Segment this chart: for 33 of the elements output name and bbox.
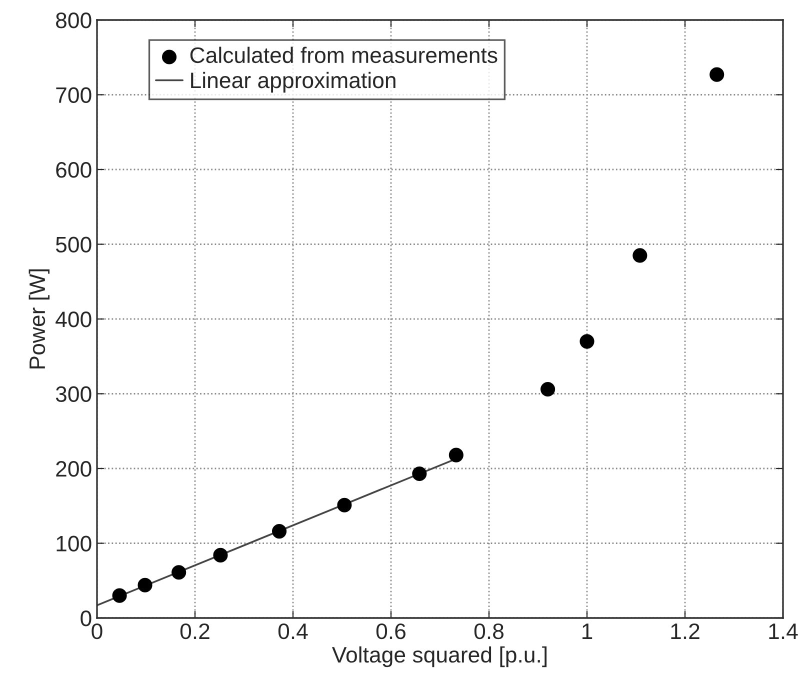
y-axis-title: Power [W] (28, 269, 50, 368)
point (710, 67, 724, 82)
point (540, 382, 556, 397)
y-tick-label: 500 (56, 236, 92, 253)
point (337, 498, 352, 512)
x-tick-label: 0.8 (474, 623, 504, 640)
x-tick-label: 1.4 (769, 624, 798, 639)
x-tick-label: 0.4 (278, 623, 308, 640)
x-axis-title: Voltage squared [p.u.] (332, 646, 547, 668)
point (448, 448, 464, 462)
y-tick-label: 300 (56, 386, 92, 402)
y-tick-label: 600 (56, 162, 92, 178)
x-tick-label: 0 (92, 623, 102, 640)
legend-label: Calculated from measurements (190, 46, 498, 64)
point (172, 565, 186, 580)
x-tick-label: 1.2 (671, 623, 700, 639)
y-tick-label: 0 (80, 610, 92, 626)
point (632, 248, 648, 263)
x-tick-label: 0.2 (180, 623, 210, 640)
y-tick-label: 700 (56, 87, 92, 104)
point (580, 334, 594, 349)
point (138, 578, 152, 592)
point (112, 588, 127, 603)
point (412, 466, 427, 482)
y-tick-label: 800 (56, 12, 92, 28)
y-tick-label: 100 (56, 536, 92, 552)
x-tick-label: 1 (582, 624, 592, 639)
y-tick-label: 400 (56, 312, 92, 328)
legend-label: Linear approximation (191, 72, 396, 93)
y-tick-label: 200 (56, 461, 92, 477)
point (213, 548, 228, 562)
x-tick-label: 0.6 (376, 623, 406, 640)
point (272, 524, 287, 539)
